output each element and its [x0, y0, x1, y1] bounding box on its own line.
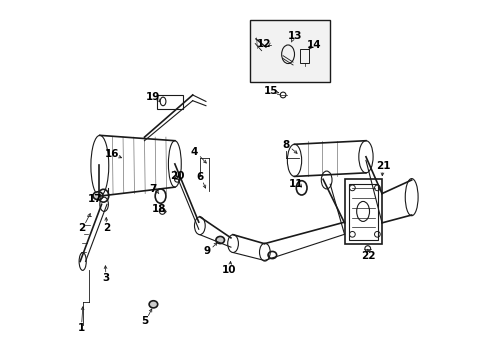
Text: 8: 8: [282, 140, 288, 150]
Text: 17: 17: [88, 194, 102, 203]
Text: 15: 15: [263, 86, 277, 96]
Text: 2: 2: [78, 223, 85, 233]
FancyBboxPatch shape: [249, 20, 329, 82]
Text: 3: 3: [102, 273, 110, 283]
Ellipse shape: [93, 192, 103, 200]
Text: 16: 16: [104, 149, 119, 159]
Bar: [299, 49, 308, 63]
Text: 7: 7: [149, 184, 157, 194]
Text: 12: 12: [256, 39, 271, 49]
Text: 19: 19: [145, 92, 160, 102]
Text: 14: 14: [306, 40, 321, 50]
Ellipse shape: [216, 237, 224, 244]
Text: 11: 11: [288, 179, 303, 189]
Text: 10: 10: [222, 265, 236, 275]
Text: 13: 13: [287, 31, 302, 41]
Text: 21: 21: [375, 161, 389, 171]
Text: 4: 4: [190, 147, 198, 157]
Text: 1: 1: [78, 323, 85, 333]
Text: 5: 5: [141, 316, 148, 326]
Text: 6: 6: [196, 172, 203, 182]
Bar: [348, 184, 377, 240]
Text: 9: 9: [203, 247, 210, 256]
Ellipse shape: [149, 301, 157, 308]
Bar: [157, 95, 183, 109]
Text: 22: 22: [361, 251, 375, 261]
Text: 2: 2: [102, 223, 110, 233]
Bar: [344, 179, 381, 244]
Text: 18: 18: [152, 204, 166, 214]
Text: 20: 20: [170, 171, 184, 181]
